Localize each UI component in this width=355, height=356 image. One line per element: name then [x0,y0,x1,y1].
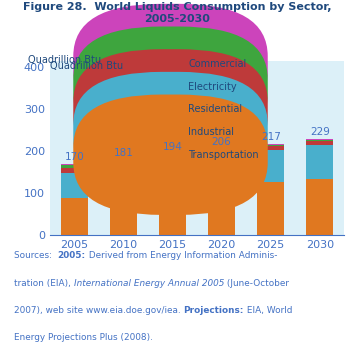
Bar [159,158,186,189]
Bar [257,182,284,235]
Text: (June-October: (June-October [224,278,289,288]
Bar [110,193,137,235]
Text: Residential: Residential [188,104,242,114]
Bar [61,163,88,165]
Bar [159,156,186,158]
Bar [61,173,88,198]
Bar [110,160,137,162]
Text: Figure 28.  World Liquids Consumption by Sector,: Figure 28. World Liquids Consumption by … [23,2,332,12]
Text: 2005-2030: 2005-2030 [144,14,211,23]
FancyBboxPatch shape [73,26,268,147]
Bar [110,159,137,160]
Text: 217: 217 [261,132,280,142]
Bar [306,179,333,235]
Text: Transportation: Transportation [188,150,259,160]
Bar [257,145,284,146]
FancyBboxPatch shape [73,95,268,215]
Text: 170: 170 [64,152,84,162]
Text: 181: 181 [114,148,133,158]
Text: 194: 194 [163,142,182,152]
Bar [257,150,284,182]
Text: EIA, World: EIA, World [244,306,292,315]
Text: Projections:: Projections: [184,306,244,315]
Text: Quadrillion Btu: Quadrillion Btu [50,61,123,70]
Bar [306,140,333,141]
FancyBboxPatch shape [73,72,268,192]
Text: tration (EIA),: tration (EIA), [14,278,74,288]
Bar [110,162,137,166]
Text: Industrial: Industrial [188,127,234,137]
Bar [208,149,235,151]
Text: 2005:: 2005: [58,251,86,260]
Text: Electricity: Electricity [188,82,237,92]
Text: 206: 206 [212,137,231,147]
Text: Quadrillion Btu: Quadrillion Btu [28,55,102,65]
Text: Energy Projections Plus (2008).: Energy Projections Plus (2008). [14,333,153,342]
Bar [208,185,235,235]
Bar [159,189,186,235]
Bar [159,154,186,156]
Bar [257,144,284,145]
Bar [306,141,333,145]
Bar [208,151,235,154]
Bar [306,139,333,140]
FancyBboxPatch shape [73,49,268,169]
Text: Commercial: Commercial [188,59,246,69]
Text: International Energy Annual 2005: International Energy Annual 2005 [74,278,224,288]
Bar [110,166,137,193]
Bar [208,154,235,185]
Bar [257,146,284,150]
Bar [61,168,88,173]
Text: 229: 229 [310,127,330,137]
Bar [61,165,88,168]
Text: 2007), web site www.eia.doe.gov/iea.: 2007), web site www.eia.doe.gov/iea. [14,306,184,315]
Text: Sources:: Sources: [14,251,58,260]
Bar [306,145,333,179]
Bar [208,148,235,149]
FancyBboxPatch shape [73,4,268,124]
Bar [159,153,186,154]
Bar [61,198,88,235]
Text: Derived from Energy Information Adminis-: Derived from Energy Information Adminis- [86,251,277,260]
